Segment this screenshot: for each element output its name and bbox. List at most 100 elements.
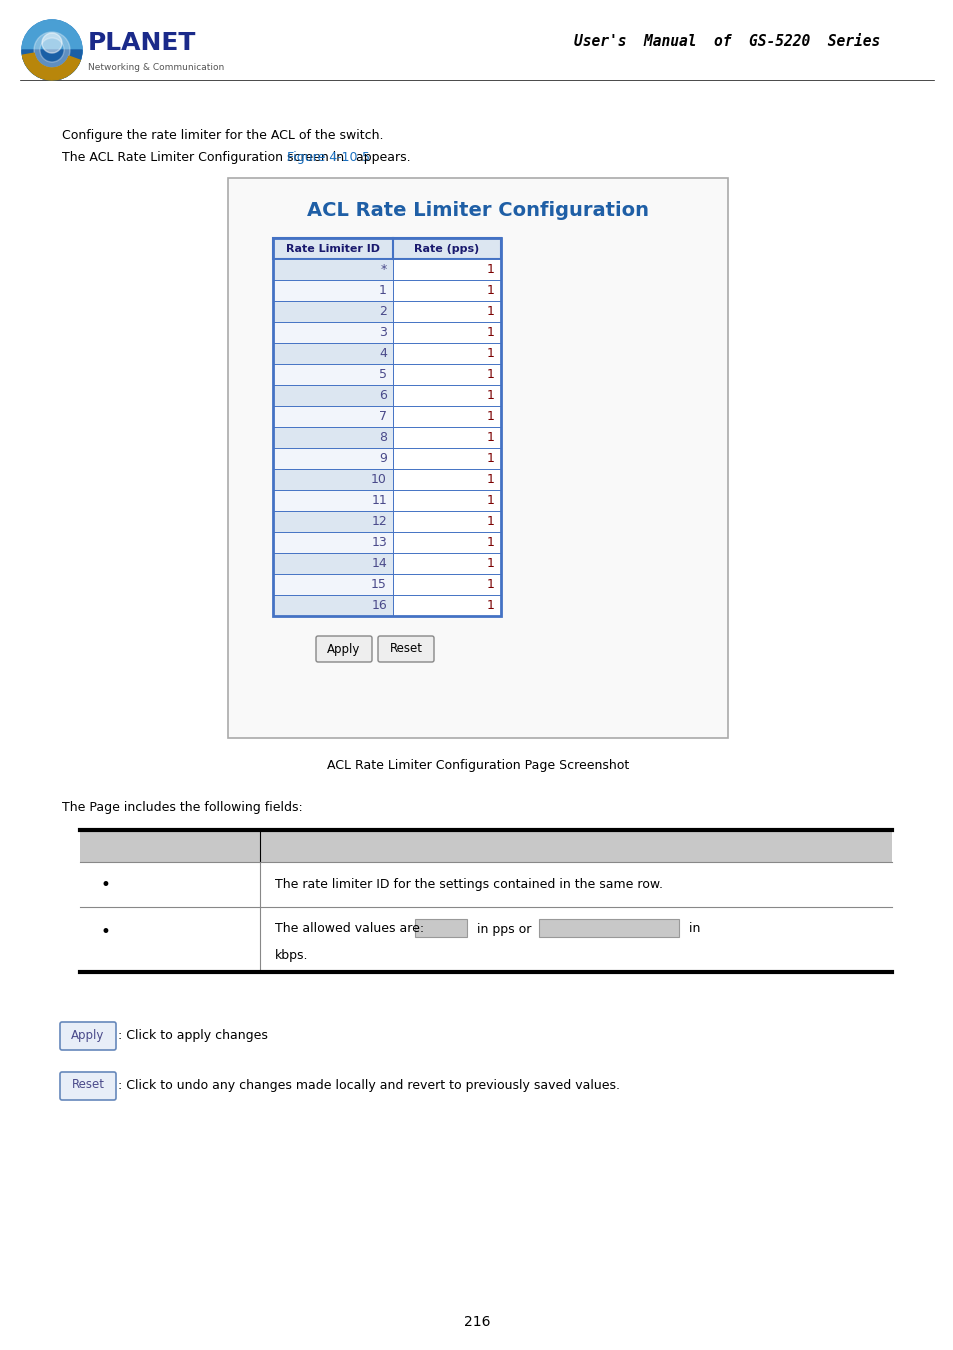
FancyBboxPatch shape — [60, 1072, 116, 1100]
Text: *: * — [380, 263, 387, 275]
Bar — [80, 863, 891, 907]
Text: 15: 15 — [371, 578, 387, 591]
Bar — [273, 595, 393, 616]
Bar — [538, 919, 679, 937]
Bar — [393, 406, 500, 427]
FancyBboxPatch shape — [315, 636, 372, 661]
Bar — [393, 512, 500, 532]
Text: Networking & Communication: Networking & Communication — [88, 62, 224, 72]
Bar — [273, 512, 393, 532]
Text: 6: 6 — [378, 389, 387, 402]
Text: 10: 10 — [371, 472, 387, 486]
Bar — [393, 595, 500, 616]
Bar — [228, 178, 727, 738]
Bar — [273, 343, 393, 364]
Text: The Page includes the following fields:: The Page includes the following fields: — [62, 802, 302, 814]
Wedge shape — [23, 53, 80, 80]
Bar — [273, 574, 393, 595]
Text: 14: 14 — [371, 558, 387, 570]
Bar — [273, 279, 393, 301]
Circle shape — [42, 32, 62, 53]
Bar — [415, 919, 467, 937]
Text: 2: 2 — [378, 305, 387, 319]
Text: 1: 1 — [487, 325, 495, 339]
Text: in pps or: in pps or — [473, 922, 535, 936]
Text: •: • — [100, 923, 110, 941]
Text: Figure 4-10-5: Figure 4-10-5 — [287, 150, 370, 163]
Bar — [273, 364, 393, 385]
Bar — [393, 490, 500, 512]
Bar — [393, 323, 500, 343]
Circle shape — [22, 20, 82, 80]
Bar — [393, 468, 500, 490]
Text: 16: 16 — [371, 599, 387, 612]
Bar — [393, 532, 500, 553]
Bar — [273, 468, 393, 490]
Text: 1: 1 — [487, 514, 495, 528]
Text: 1: 1 — [378, 284, 387, 297]
Bar — [393, 259, 500, 279]
Text: 13: 13 — [371, 536, 387, 549]
Text: : Click to apply changes: : Click to apply changes — [118, 1029, 268, 1041]
Bar — [393, 364, 500, 385]
Bar — [393, 574, 500, 595]
Text: Reset: Reset — [71, 1079, 105, 1092]
Circle shape — [22, 20, 82, 80]
Text: 1: 1 — [487, 284, 495, 297]
Text: The ACL Rate Limiter Configuration screen in: The ACL Rate Limiter Configuration scree… — [62, 150, 348, 163]
Text: 3: 3 — [378, 325, 387, 339]
Bar — [393, 279, 500, 301]
Text: 1: 1 — [487, 494, 495, 508]
Text: 1: 1 — [487, 369, 495, 381]
Text: 12: 12 — [371, 514, 387, 528]
FancyBboxPatch shape — [60, 1022, 116, 1050]
Text: kbps.: kbps. — [274, 949, 308, 961]
Text: in: in — [684, 922, 700, 936]
Text: 7: 7 — [378, 410, 387, 423]
Bar — [393, 554, 500, 574]
Text: 11: 11 — [371, 494, 387, 508]
Bar — [393, 385, 500, 406]
FancyBboxPatch shape — [377, 636, 434, 661]
Text: 1: 1 — [487, 558, 495, 570]
Text: Rate (pps): Rate (pps) — [414, 243, 479, 254]
Bar — [273, 259, 393, 279]
Wedge shape — [22, 50, 82, 80]
Text: Apply: Apply — [71, 1029, 105, 1041]
Text: 1: 1 — [487, 347, 495, 360]
Text: ACL Rate Limiter Configuration Page Screenshot: ACL Rate Limiter Configuration Page Scre… — [327, 760, 628, 772]
Text: appears.: appears. — [352, 150, 410, 163]
Text: 1: 1 — [487, 599, 495, 612]
Text: ACL Rate Limiter Configuration: ACL Rate Limiter Configuration — [307, 201, 648, 220]
Bar — [393, 448, 500, 468]
Text: Rate Limiter ID: Rate Limiter ID — [286, 243, 379, 254]
Text: 1: 1 — [487, 472, 495, 486]
Bar — [273, 554, 393, 574]
Text: 1: 1 — [487, 410, 495, 423]
Text: Reset: Reset — [389, 643, 422, 656]
Bar — [393, 427, 500, 448]
Text: 1: 1 — [487, 263, 495, 275]
Text: 1: 1 — [487, 452, 495, 464]
Bar — [273, 385, 393, 406]
Text: 1: 1 — [487, 578, 495, 591]
Text: User's  Manual  of  GS-5220  Series: User's Manual of GS-5220 Series — [573, 35, 879, 50]
Bar — [273, 238, 500, 616]
Bar — [273, 301, 393, 323]
Bar — [273, 490, 393, 512]
Text: 9: 9 — [378, 452, 387, 464]
Text: 8: 8 — [378, 431, 387, 444]
Text: The rate limiter ID for the settings contained in the same row.: The rate limiter ID for the settings con… — [274, 878, 662, 891]
Bar — [273, 406, 393, 427]
Bar — [80, 907, 891, 972]
Text: 4: 4 — [378, 347, 387, 360]
Text: 1: 1 — [487, 536, 495, 549]
Text: 5: 5 — [378, 369, 387, 381]
Text: Configure the rate limiter for the ACL of the switch.: Configure the rate limiter for the ACL o… — [62, 128, 383, 142]
Bar — [393, 343, 500, 364]
Text: •: • — [100, 876, 110, 894]
Text: PLANET: PLANET — [88, 31, 196, 55]
Bar — [393, 301, 500, 323]
Bar — [273, 323, 393, 343]
Text: 216: 216 — [463, 1315, 490, 1328]
